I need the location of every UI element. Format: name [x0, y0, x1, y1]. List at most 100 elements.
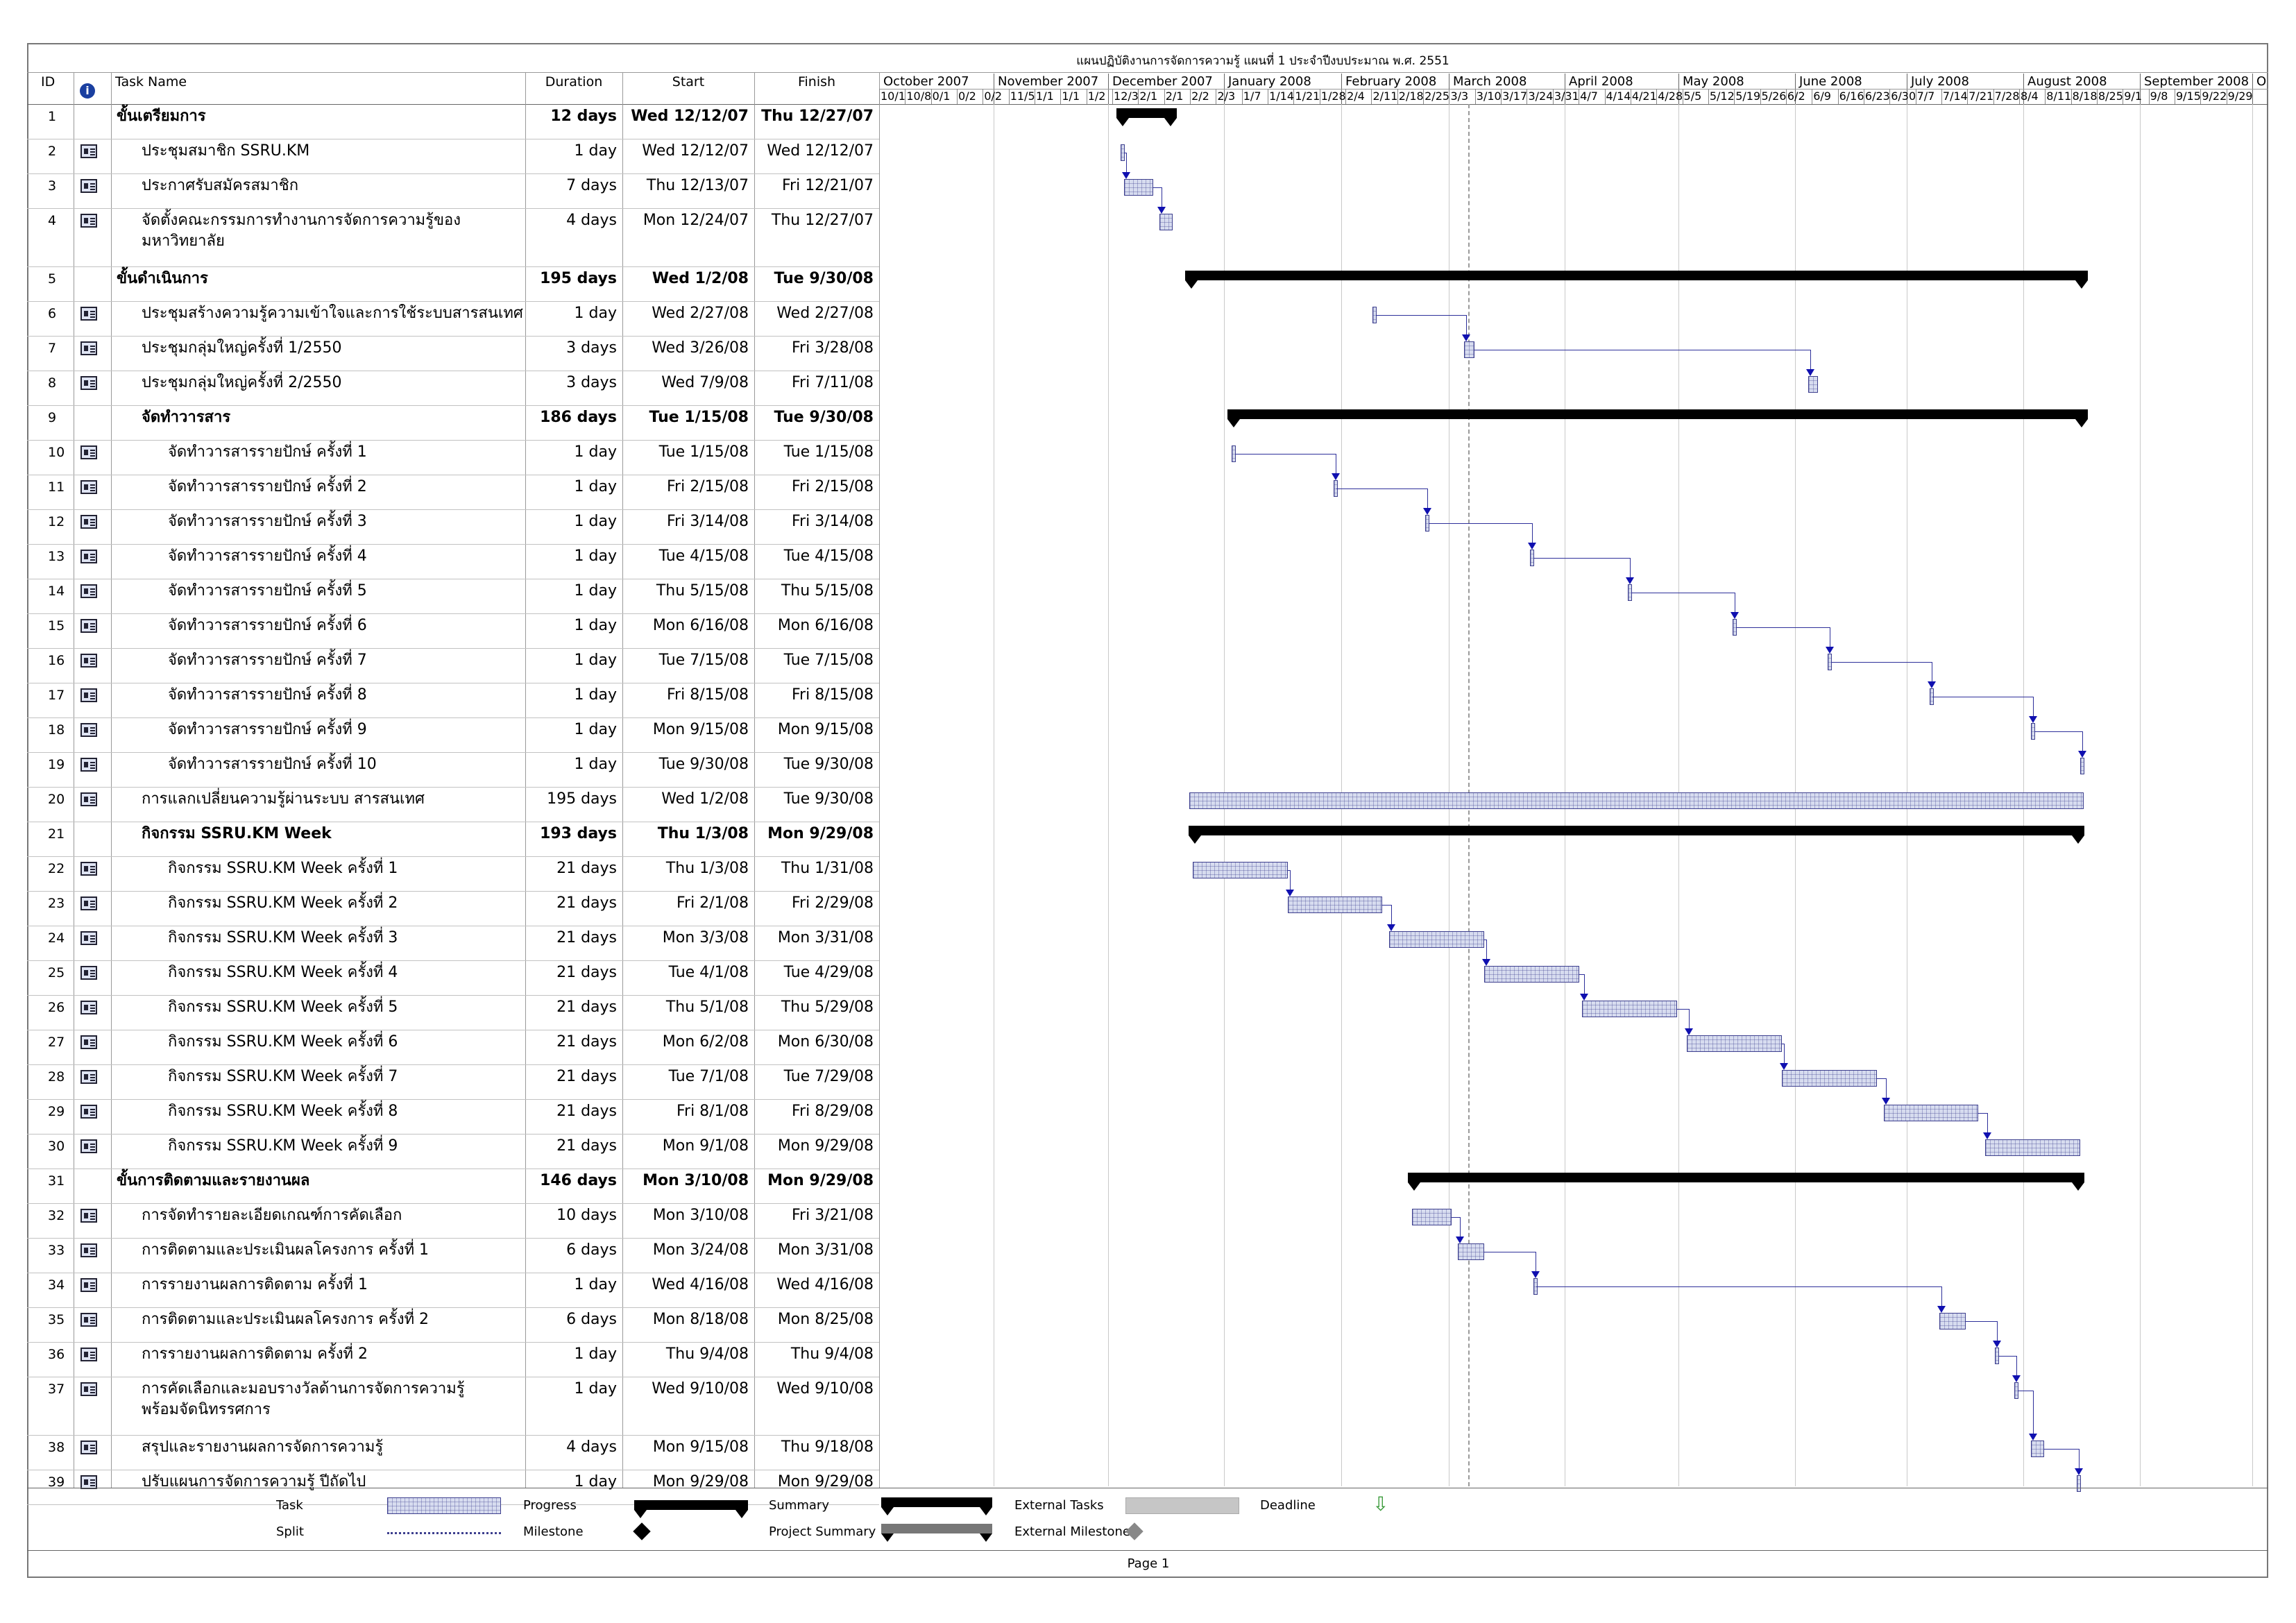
task-indicator-icon[interactable]	[80, 862, 97, 876]
task-start[interactable]: Tue 4/15/08	[658, 547, 749, 565]
task-duration[interactable]: 1 day	[574, 617, 617, 634]
task-finish[interactable]: Thu 9/18/08	[781, 1438, 874, 1456]
column-header-duration[interactable]: Duration	[545, 74, 603, 90]
task-name[interactable]: การคัดเลือกและมอบรางวัลด้านการจัดการความ…	[142, 1380, 465, 1397]
summary-bar[interactable]	[1227, 409, 2088, 427]
task-name[interactable]: การรายงานผลการติดตาม ครั้งที่ 2	[142, 1345, 368, 1363]
task-name[interactable]: จัดทำวารสารรายปักษ์ ครั้งที่ 1	[168, 443, 367, 461]
task-bar[interactable]	[1687, 1035, 1783, 1052]
task-finish[interactable]: Tue 7/15/08	[783, 652, 874, 669]
task-name[interactable]: ประชุมสร้างความรู้ความเข้าใจและการใช้ระบ…	[142, 305, 523, 322]
task-duration[interactable]: 21 days	[556, 929, 617, 946]
task-start[interactable]: Tue 4/1/08	[668, 964, 749, 981]
task-duration[interactable]: 3 days	[566, 339, 617, 357]
task-name[interactable]: การติดตามและประเมินผลโครงการ ครั้งที่ 1	[142, 1241, 430, 1259]
task-bar[interactable]	[1782, 1070, 1878, 1087]
task-start[interactable]: Thu 5/1/08	[665, 999, 749, 1016]
task-duration[interactable]: 21 days	[556, 999, 617, 1016]
task-finish[interactable]: Wed 12/12/07	[767, 142, 874, 160]
task-name[interactable]: จัดทำวารสารรายปักษ์ ครั้งที่ 5	[168, 582, 367, 600]
task-finish[interactable]: Fri 7/11/08	[791, 374, 874, 391]
task-duration[interactable]: 1 day	[574, 686, 617, 704]
task-duration[interactable]: 1 day	[574, 478, 617, 495]
task-start[interactable]: Mon 8/18/08	[652, 1311, 749, 1328]
task-indicator-icon[interactable]	[80, 1035, 97, 1049]
task-name[interactable]: ขั้นดำเนินการ	[117, 270, 208, 287]
task-name[interactable]: จัดทำวารสารรายปักษ์ ครั้งที่ 9	[168, 721, 367, 738]
task-start[interactable]: Fri 3/14/08	[666, 513, 749, 530]
task-duration[interactable]: 4 days	[566, 1438, 617, 1456]
task-start[interactable]: Thu 1/3/08	[657, 825, 749, 842]
summary-bar[interactable]	[1188, 826, 2084, 844]
task-bar[interactable]	[2077, 1475, 2082, 1492]
task-start[interactable]: Mon 3/3/08	[662, 929, 749, 946]
task-bar[interactable]	[1483, 966, 1579, 983]
task-name[interactable]: จัดทำวารสารรายปักษ์ ครั้งที่ 7	[168, 652, 367, 669]
task-duration[interactable]: 195 days	[540, 270, 617, 287]
task-finish[interactable]: Mon 3/31/08	[777, 929, 874, 946]
task-indicator-icon[interactable]	[80, 688, 97, 702]
task-start[interactable]: Wed 2/27/08	[652, 305, 749, 322]
task-indicator-icon[interactable]	[80, 341, 97, 355]
task-bar[interactable]	[1464, 341, 1474, 358]
task-bar[interactable]	[1411, 1209, 1452, 1225]
task-name[interactable]: สรุปและรายงานผลการจัดการความรู้	[142, 1438, 384, 1456]
task-bar[interactable]	[1192, 862, 1288, 878]
task-name[interactable]: ประชุมกลุ่มใหญ่ครั้งที่ 1/2550	[142, 339, 342, 357]
task-indicator-icon[interactable]	[80, 1382, 97, 1396]
task-finish[interactable]: Tue 1/15/08	[783, 443, 874, 461]
task-indicator-icon[interactable]	[80, 654, 97, 668]
summary-bar[interactable]	[1116, 108, 1177, 126]
task-finish[interactable]: Thu 9/4/08	[790, 1345, 874, 1363]
task-finish[interactable]: Mon 9/15/08	[777, 721, 874, 738]
task-name[interactable]: กิจกรรม SSRU.KM Week ครั้งที่ 4	[168, 964, 398, 981]
column-header-id[interactable]: ID	[41, 74, 56, 90]
task-name[interactable]: การแลกเปลี่ยนความรู้ผ่านระบบ สารสนเทศ	[142, 790, 425, 808]
task-name[interactable]: จัดทำวารสารรายปักษ์ ครั้งที่ 6	[168, 617, 367, 634]
task-indicator-icon[interactable]	[80, 1243, 97, 1257]
task-finish[interactable]: Tue 4/15/08	[783, 547, 874, 565]
task-finish[interactable]: Wed 2/27/08	[776, 305, 874, 322]
task-indicator-icon[interactable]	[80, 515, 97, 529]
task-indicator-icon[interactable]	[80, 1001, 97, 1014]
task-name[interactable]: การรายงานผลการติดตาม ครั้งที่ 1	[142, 1276, 368, 1293]
task-start[interactable]: Mon 9/15/08	[652, 721, 749, 738]
task-bar[interactable]	[1582, 1001, 1678, 1017]
task-name[interactable]: ประชุมกลุ่มใหญ่ครั้งที่ 2/2550	[142, 374, 342, 391]
task-finish[interactable]: Tue 4/29/08	[783, 964, 874, 981]
task-name[interactable]: ประชุมสมาชิก SSRU.KM	[142, 142, 310, 160]
task-start[interactable]: Tue 7/1/08	[668, 1068, 749, 1085]
task-finish[interactable]: Fri 3/21/08	[791, 1207, 874, 1224]
task-duration[interactable]: 7 days	[566, 177, 617, 194]
task-start[interactable]: Fri 2/1/08	[676, 894, 749, 912]
task-start[interactable]: Thu 5/15/08	[656, 582, 749, 600]
task-duration[interactable]: 12 days	[550, 108, 617, 125]
task-start[interactable]: Fri 8/15/08	[666, 686, 749, 704]
task-start[interactable]: Mon 12/24/07	[643, 212, 749, 229]
task-finish[interactable]: Wed 9/10/08	[776, 1380, 874, 1397]
task-name[interactable]: จัดทำวารสารรายปักษ์ ครั้งที่ 10	[168, 756, 377, 773]
task-name[interactable]: ประกาศรับสมัครสมาชิก	[142, 177, 299, 194]
task-bar[interactable]	[1984, 1139, 2080, 1156]
task-start[interactable]: Mon 3/24/08	[652, 1241, 749, 1259]
task-finish[interactable]: Mon 6/30/08	[777, 1033, 874, 1051]
task-finish[interactable]: Mon 9/29/08	[767, 1172, 874, 1189]
task-indicator-icon[interactable]	[80, 1070, 97, 1084]
task-indicator-icon[interactable]	[80, 931, 97, 945]
task-name[interactable]: ปรับแผนการจัดการความรู้ ปีถัดไป	[142, 1473, 366, 1490]
task-bar[interactable]	[1287, 897, 1383, 913]
task-name[interactable]: กิจกรรม SSRU.KM Week ครั้งที่ 6	[168, 1033, 398, 1051]
task-bar[interactable]	[1189, 792, 2084, 809]
task-duration[interactable]: 195 days	[547, 790, 617, 808]
task-finish[interactable]: Tue 9/30/08	[783, 790, 874, 808]
task-name[interactable]: จัดทำวารสารรายปักษ์ ครั้งที่ 8	[168, 686, 367, 704]
task-name[interactable]: กิจกรรม SSRU.KM Week ครั้งที่ 3	[168, 929, 398, 946]
task-start[interactable]: Tue 1/15/08	[658, 443, 749, 461]
task-duration[interactable]: 3 days	[566, 374, 617, 391]
task-finish[interactable]: Mon 9/29/08	[767, 825, 874, 842]
task-start[interactable]: Thu 1/3/08	[665, 860, 749, 877]
column-header-finish[interactable]: Finish	[797, 74, 836, 90]
task-start[interactable]: Fri 2/15/08	[666, 478, 749, 495]
task-indicator-icon[interactable]	[80, 792, 97, 806]
task-indicator-icon[interactable]	[80, 1475, 97, 1489]
